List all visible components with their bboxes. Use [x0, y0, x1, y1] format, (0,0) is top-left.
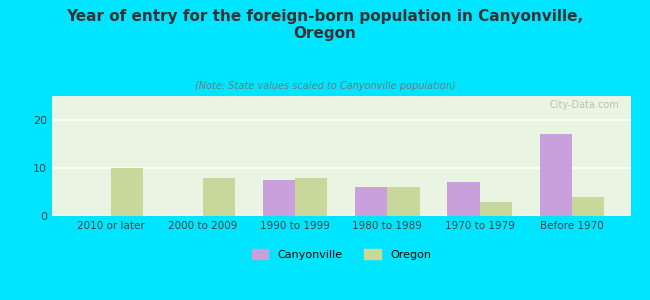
Text: Year of entry for the foreign-born population in Canyonville,
Oregon: Year of entry for the foreign-born popul…	[66, 9, 584, 41]
Text: (Note: State values scaled to Canyonville population): (Note: State values scaled to Canyonvill…	[195, 81, 455, 91]
Bar	[295, 178, 328, 216]
Bar	[540, 134, 572, 216]
Bar	[263, 180, 295, 216]
Bar	[111, 168, 143, 216]
Bar	[387, 187, 420, 216]
Bar	[355, 187, 387, 216]
Bar	[480, 202, 512, 216]
Text: City-Data.com: City-Data.com	[549, 100, 619, 110]
Bar	[572, 197, 604, 216]
Legend: Canyonville, Oregon: Canyonville, Oregon	[247, 245, 436, 264]
Bar	[447, 182, 480, 216]
Bar	[203, 178, 235, 216]
